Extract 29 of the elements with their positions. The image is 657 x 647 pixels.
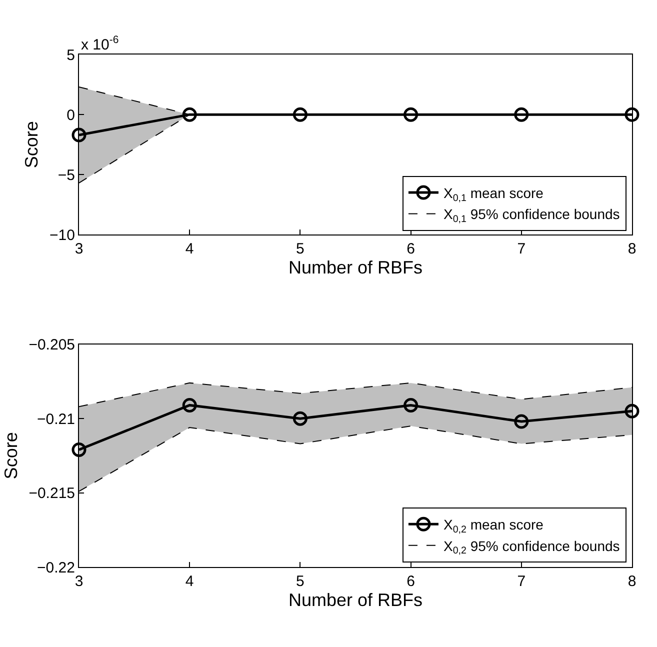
text: x 10$^{-6}$ xyxy=(81,34,119,54)
y-tick-label: 5 xyxy=(66,46,75,64)
x-tick-label: 3 xyxy=(74,573,84,590)
legend-label: X$_{0,1}$ 95% confidence bounds xyxy=(443,206,620,226)
y-tick-label: −0.22 xyxy=(37,559,75,576)
x-tick-label: 8 xyxy=(628,573,636,590)
x-tick-label: 8 xyxy=(628,240,636,258)
y-tick-label: −5 xyxy=(58,166,75,184)
legend-label: X$_{0,1}$ mean score xyxy=(443,185,544,204)
x-axis-title: Number of RBFs xyxy=(288,590,423,610)
y-tick-label: −0.205 xyxy=(28,336,75,354)
x-tick-label: 5 xyxy=(296,573,304,590)
legend-label: X$_{0,2}$ 95% confidence bounds xyxy=(443,538,620,557)
x-tick-label: 7 xyxy=(517,573,526,590)
x-tick-label: 7 xyxy=(517,240,526,258)
x-axis-title: Number of RBFs xyxy=(288,258,423,278)
y-tick-label: −0.21 xyxy=(37,410,75,428)
x-tick-label: 6 xyxy=(406,573,415,590)
y-tick-label: −10 xyxy=(50,226,75,244)
x-tick-label: 6 xyxy=(406,240,415,258)
x-tick-label: 4 xyxy=(185,240,194,258)
y-axis-title: Score xyxy=(0,432,21,480)
x-tick-label: 4 xyxy=(185,573,194,590)
y-tick-label: 0 xyxy=(66,106,75,124)
y-tick-label: −0.215 xyxy=(28,485,75,502)
y-axis-title: Score xyxy=(22,121,42,168)
x-tick-label: 3 xyxy=(74,240,84,258)
x-tick-label: 5 xyxy=(296,240,304,258)
legend-label: X$_{0,2}$ mean score xyxy=(443,516,544,536)
